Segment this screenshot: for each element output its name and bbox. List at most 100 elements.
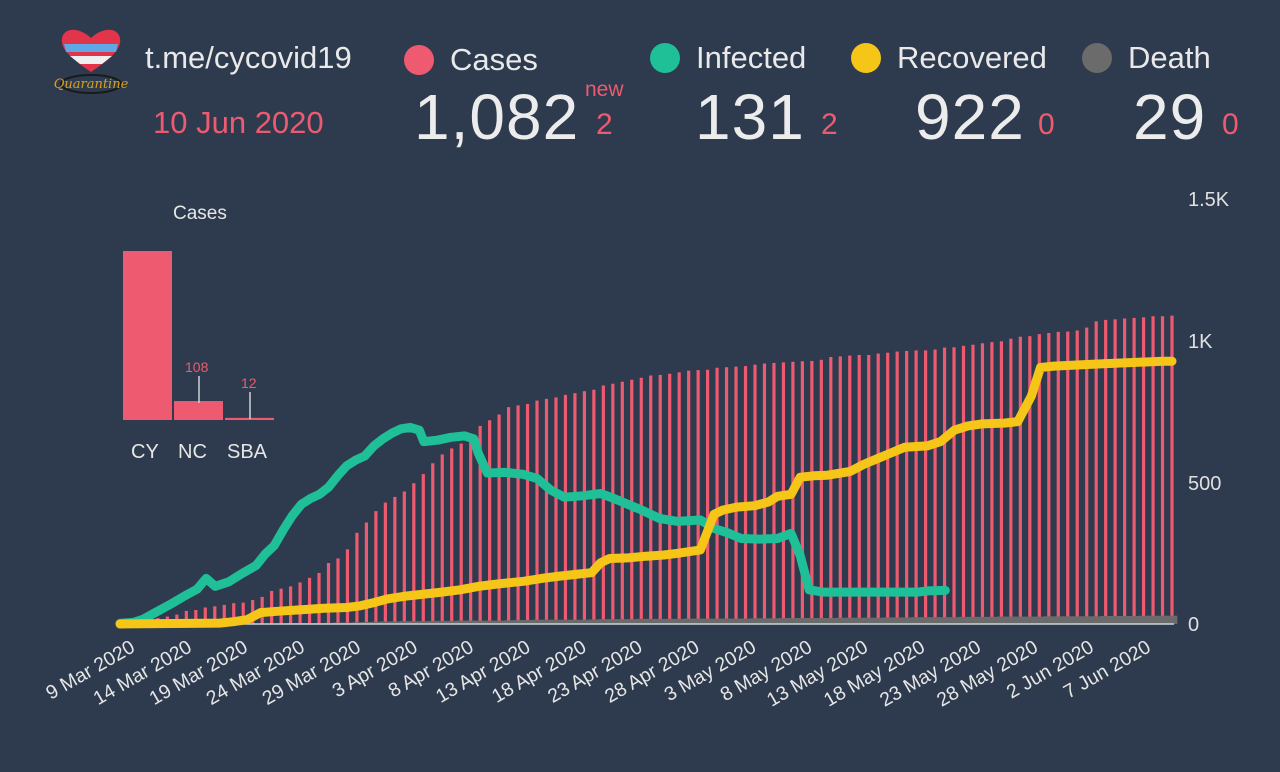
case-bar (440, 454, 444, 624)
death-bar (750, 618, 761, 624)
death-bar (1110, 616, 1121, 624)
case-bar (1009, 338, 1013, 624)
death-bar (769, 618, 780, 624)
death-bar (807, 618, 818, 624)
death-bar (797, 618, 808, 624)
death-delta: 0 (1222, 108, 1239, 141)
case-bar (734, 366, 738, 624)
case-bar (933, 349, 937, 624)
death-bar (570, 619, 581, 624)
infected-value: 131 (695, 81, 805, 153)
case-bar (374, 511, 378, 624)
case-bar (535, 400, 539, 624)
case-bar (1085, 327, 1089, 624)
case-bar (1066, 331, 1070, 624)
case-bar (459, 443, 463, 624)
case-bar (317, 572, 321, 624)
case-bar (923, 350, 928, 624)
case-bar (611, 383, 615, 624)
case-bar (895, 351, 899, 624)
case-bar (867, 354, 871, 624)
death-bar (1053, 616, 1064, 624)
case-bar (1075, 330, 1079, 624)
case-bar (990, 342, 994, 624)
death-bar (390, 621, 401, 624)
recovered-label-text: Recovered (897, 40, 1047, 75)
death-bar (816, 618, 827, 624)
infected-dot-icon (650, 43, 680, 73)
death-bar (579, 619, 590, 624)
recovered-value: 922 (915, 81, 1025, 153)
death-bar (778, 618, 789, 624)
case-bar (469, 435, 473, 624)
death-bar (712, 618, 723, 624)
case-bar (298, 582, 302, 624)
mini-chart-title: Cases (173, 203, 227, 224)
case-bar (1018, 336, 1022, 624)
death-bar (551, 619, 562, 624)
case-bar (1113, 319, 1117, 624)
case-bar (1094, 321, 1098, 624)
case-bar (488, 420, 492, 624)
death-bar (1167, 615, 1178, 624)
death-bar (977, 616, 988, 624)
case-bar (1028, 336, 1032, 624)
infected-label-text: Infected (696, 40, 807, 75)
case-bar (753, 364, 757, 624)
death-bar (589, 619, 600, 624)
case-bar (478, 425, 482, 624)
death-bar (1044, 616, 1055, 624)
death-bar (1072, 616, 1083, 624)
case-bar (279, 588, 283, 624)
recovered-delta: 0 (1038, 108, 1055, 141)
death-bar (1129, 616, 1140, 624)
cases-label: Cases (404, 42, 538, 78)
death-bar (721, 618, 732, 624)
case-bar (232, 603, 236, 624)
death-bar (683, 618, 694, 624)
case-bar (942, 347, 947, 624)
death-bar (854, 617, 865, 624)
death-bar (873, 617, 884, 624)
death-bar (674, 618, 685, 624)
death-bar (1148, 615, 1159, 624)
case-bar (525, 403, 530, 624)
case-bar (905, 350, 909, 624)
case-bar (696, 370, 700, 624)
case-bar (952, 347, 956, 624)
death-bar (882, 617, 894, 624)
death-bar (399, 621, 410, 624)
case-bar (724, 367, 729, 624)
mini-cat-sba: SBA (227, 441, 268, 463)
death-bar (702, 618, 713, 624)
case-bar (1151, 316, 1155, 624)
case-bar (1037, 334, 1041, 624)
case-bar (886, 352, 890, 624)
case-bar (601, 385, 605, 624)
death-bar (437, 620, 448, 624)
case-bar (1056, 331, 1060, 624)
death-bar (1025, 616, 1036, 624)
death-bar (484, 620, 495, 624)
case-bar (431, 463, 435, 624)
case-bar (355, 532, 359, 624)
death-bar (845, 617, 856, 624)
case-bar (838, 356, 842, 624)
channel-link[interactable]: t.me/cycovid19 (145, 40, 352, 75)
death-bar (996, 616, 1007, 624)
death-bar (409, 621, 420, 624)
death-bar (901, 617, 912, 624)
death-bar (731, 618, 742, 624)
case-bar (639, 377, 643, 624)
report-date: 10 Jun 2020 (153, 105, 324, 140)
quarantine-logo: Quarantine (54, 29, 129, 94)
death-bar (1015, 616, 1026, 624)
case-bar (1141, 317, 1146, 624)
death-bar (1100, 616, 1111, 624)
recovered-line (115, 356, 1177, 629)
death-bar (371, 621, 382, 624)
mini-cat-cy: CY (131, 441, 159, 463)
death-bar (920, 617, 931, 624)
y-tick-1-5k: 1.5K (1188, 189, 1230, 211)
case-bar (743, 366, 748, 624)
